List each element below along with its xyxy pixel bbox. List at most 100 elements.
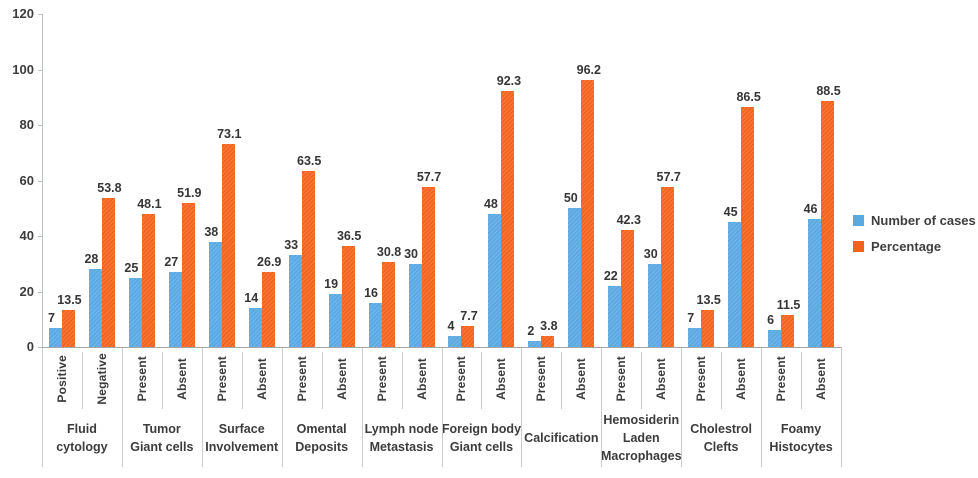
bar-percentage <box>501 90 515 347</box>
x-axis-sublabel-text: Present <box>134 356 149 402</box>
bar-percentage <box>101 197 115 347</box>
plot-area: 7 13.5 28 53.8 25 48.1 27 51.9 38 73.1 14 26.9 33 63.… <box>42 14 841 347</box>
value-label-cases: 28 <box>84 252 99 267</box>
value-label-cases: 4 <box>447 318 455 333</box>
x-axis-group-label: Lymph node Metastasis <box>364 421 439 454</box>
value-label-percentage: 30.8 <box>376 244 402 259</box>
bar-percentage <box>661 186 675 347</box>
x-axis-sublabel: Present <box>362 347 402 411</box>
value-label-cases: 14 <box>244 291 259 306</box>
x-axis-separator <box>441 347 443 467</box>
bar-percentage <box>701 309 715 347</box>
y-tick-label: 20 <box>19 283 34 299</box>
bar-percentage <box>381 261 395 347</box>
legend-swatch-percentage-icon <box>853 241 864 252</box>
value-label-percentage: 7.7 <box>460 308 478 323</box>
bar-percentage <box>181 202 195 347</box>
x-axis-separator <box>521 347 523 467</box>
value-label-percentage: 73.1 <box>217 127 242 142</box>
bar-percentage <box>741 106 755 347</box>
x-axis-sublabel-text: Present <box>294 356 309 402</box>
x-axis-separator <box>481 352 483 409</box>
value-label-percentage: 26.9 <box>257 255 282 270</box>
value-label-cases: 45 <box>723 205 738 220</box>
value-label-cases: 30 <box>404 246 418 261</box>
value-label-cases: 48 <box>483 196 498 211</box>
bar-percentage <box>541 336 555 347</box>
x-axis-sublabel-text: Positive <box>54 355 69 403</box>
bar-number-of-cases <box>88 269 102 347</box>
bar-percentage <box>581 80 595 347</box>
x-axis-separator <box>201 347 203 467</box>
x-axis-group-label: Fluid cytology <box>56 421 108 454</box>
x-axis-sublabel-text: Absent <box>734 358 749 400</box>
x-axis-sublabel: Absent <box>801 347 841 411</box>
value-label-cases: 16 <box>364 285 379 300</box>
bar-number-of-cases <box>568 208 582 347</box>
y-tick-label: 100 <box>12 61 34 77</box>
x-axis-sublabel-text: Present <box>614 356 629 402</box>
value-label-percentage: 42.3 <box>616 212 641 227</box>
bar-number-of-cases <box>728 222 742 347</box>
legend-swatch-cases-icon <box>853 215 864 226</box>
bar-percentage <box>61 309 75 347</box>
bar-percentage <box>141 213 155 347</box>
x-axis-separator <box>561 352 563 409</box>
x-axis-sublabel: Present <box>681 347 721 411</box>
y-tick-label: 80 <box>19 117 34 132</box>
x-axis-group-label: Omental Deposits <box>295 421 349 454</box>
x-axis-sublabel: Present <box>601 347 641 411</box>
x-axis-separator <box>641 352 643 409</box>
legend-label-percentage: Percentage <box>871 239 942 254</box>
x-axis-sublabel-text: Negative <box>94 353 109 405</box>
y-tick-mark-icon <box>38 14 42 15</box>
x-axis-sublabel: Present <box>122 347 162 411</box>
x-axis-separator <box>281 347 283 467</box>
x-axis-sublabel: Present <box>521 347 561 411</box>
value-label-cases: 46 <box>803 202 818 217</box>
x-axis-sublabel-text: Absent <box>654 358 669 400</box>
bar-number-of-cases <box>808 219 822 347</box>
x-axis-separator <box>801 352 803 409</box>
value-label-cases: 19 <box>324 277 339 292</box>
legend-item-percentage: Percentage <box>853 239 976 254</box>
x-axis-sublabel-text: Absent <box>574 358 589 400</box>
value-label-percentage: 13.5 <box>57 292 82 307</box>
x-axis-sublabel: Absent <box>481 347 521 411</box>
y-tick-label: 0 <box>26 339 34 354</box>
y-tick-mark-icon <box>38 347 42 348</box>
bar-number-of-cases <box>288 255 302 347</box>
bar-number-of-cases <box>208 241 222 347</box>
bar-number-of-cases <box>648 263 662 347</box>
bar-number-of-cases <box>488 213 502 347</box>
x-axis-separator <box>81 352 83 409</box>
x-axis-group-label: Cholestrol Clefts <box>690 421 753 454</box>
x-axis-sublabel: Present <box>202 347 242 411</box>
bar-percentage <box>621 229 635 347</box>
y-tick-mark-icon <box>38 125 42 126</box>
x-axis-sublabel: Absent <box>721 347 761 411</box>
x-axis-line <box>42 347 841 348</box>
x-axis-group-label: Foamy Histocytes <box>769 421 833 454</box>
y-tick-mark-icon <box>38 236 42 237</box>
value-label-percentage: 57.7 <box>416 169 442 184</box>
x-axis-sublabel: Absent <box>561 347 601 411</box>
value-label-percentage: 96.2 <box>576 63 601 78</box>
x-axis-sublabel: Absent <box>641 347 681 411</box>
x-axis-separator <box>121 347 123 467</box>
y-tick-mark-icon <box>38 180 42 182</box>
x-axis-sublabel-text: Present <box>774 356 789 402</box>
bar-percentage <box>301 170 315 347</box>
x-axis-sublabel: Present <box>282 347 322 411</box>
x-axis-sublabel-text: Absent <box>494 358 509 400</box>
bar-number-of-cases <box>448 335 462 347</box>
value-label-percentage: 53.8 <box>97 180 122 195</box>
value-label-cases: 50 <box>563 191 578 206</box>
bar-percentage <box>421 186 435 347</box>
x-axis-separator <box>401 352 403 409</box>
x-axis-sublabel: Positive <box>42 347 82 411</box>
y-tick-label: 120 <box>12 6 34 21</box>
x-axis-sublabel-text: Absent <box>174 358 189 400</box>
bar-percentage <box>261 272 275 347</box>
